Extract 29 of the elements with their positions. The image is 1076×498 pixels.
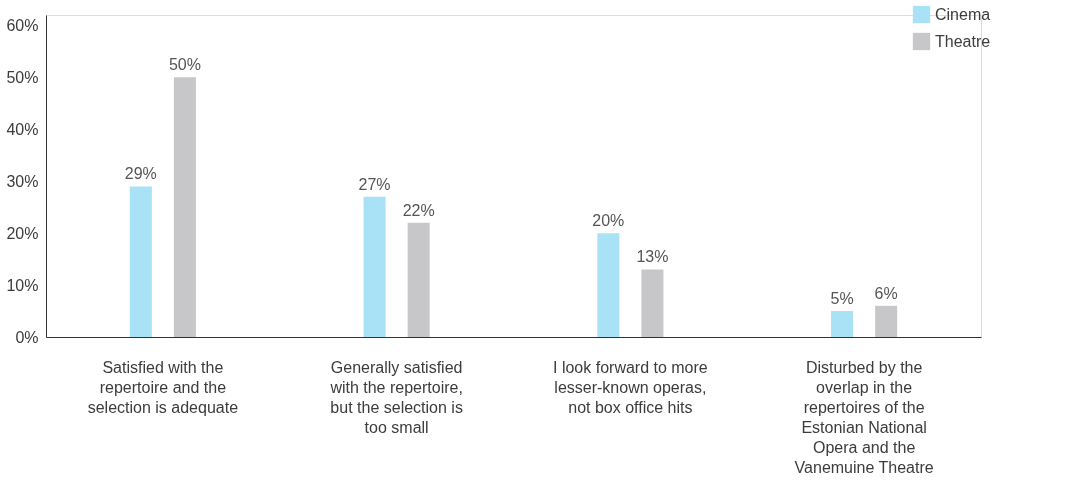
data-label: 29% [124,165,157,183]
data-label: 22% [402,201,435,219]
bar [129,186,152,337]
y-tick-label: 0% [15,328,39,346]
legend-label: Cinema [935,5,991,23]
bar [831,311,854,337]
x-tick-label: I look forward to more lesser-known operas, not box office hits [553,358,708,416]
bar [597,233,620,337]
y-tick-label: 30% [6,172,39,190]
y-tick-label: 60% [6,16,39,34]
data-label: 13% [636,248,669,266]
x-tick-label: Generally satisfied with the repertoire, but the selection is too small [329,358,463,436]
x-tick-label: Disturbed by the overlap in the repertoires of the Estonian National Opera and the Vanemuine Theatre [794,358,934,476]
y-tick-label: 40% [6,120,39,138]
y-tick-label: 50% [6,68,39,86]
bar [875,305,898,337]
bar [173,77,196,337]
bar [641,269,664,337]
data-label: 27% [358,175,391,193]
data-label: 50% [168,56,201,74]
data-label: 6% [874,284,898,302]
bar [363,196,386,337]
x-tick-label: Satisfied with the repertoire and the selection is adequate [87,358,239,416]
y-tick-label: 20% [6,224,39,242]
data-label: 20% [592,212,625,230]
y-tick-label: 10% [6,276,39,294]
legend-label: Theatre [935,32,991,50]
data-label: 5% [830,290,854,308]
bar [407,222,430,337]
